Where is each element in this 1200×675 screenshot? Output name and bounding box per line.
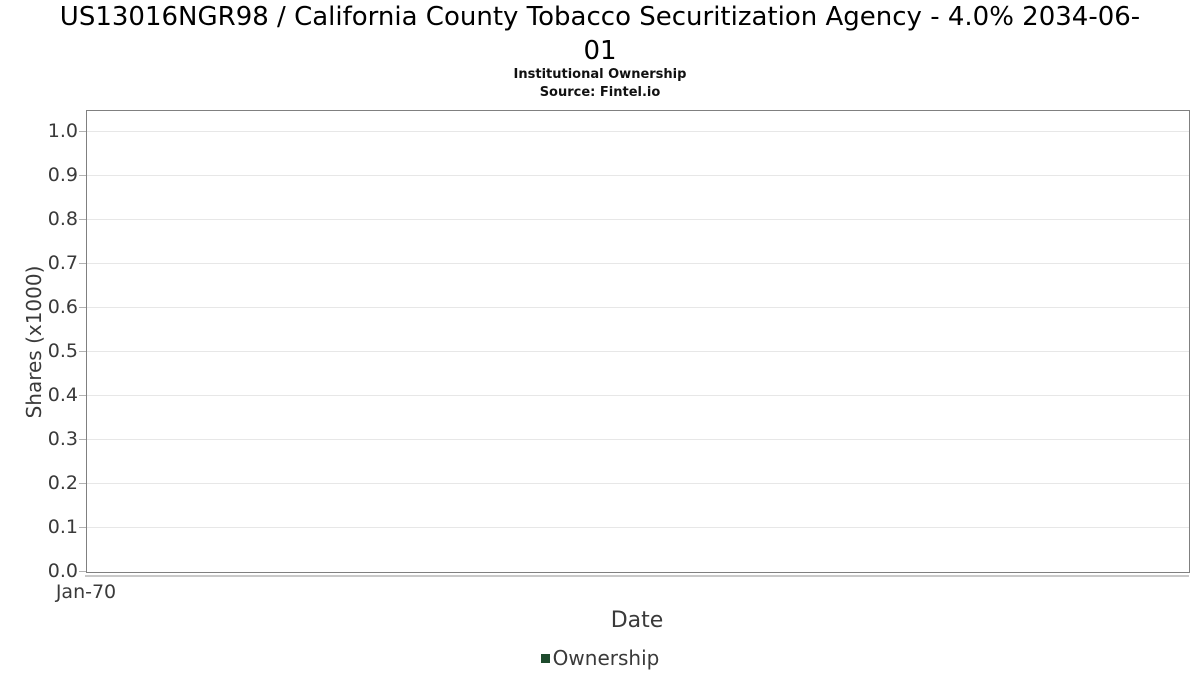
x-axis-line bbox=[85, 575, 1189, 577]
y-tick-mark-0.2 bbox=[79, 483, 86, 484]
y-tick-label-0.6: 0.6 bbox=[47, 296, 78, 318]
y-tick-label-0.4: 0.4 bbox=[47, 384, 78, 406]
y-tick-label-1.0: 1.0 bbox=[47, 120, 78, 142]
gridline-y-0.8 bbox=[87, 219, 1189, 220]
plot-area bbox=[86, 110, 1190, 573]
y-tick-label-0.3: 0.3 bbox=[47, 428, 78, 450]
gridline-y-0.6 bbox=[87, 307, 1189, 308]
y-tick-mark-0.6 bbox=[79, 307, 86, 308]
y-tick-mark-0.3 bbox=[79, 439, 86, 440]
y-tick-mark-0.0 bbox=[79, 571, 86, 572]
y-tick-mark-0.5 bbox=[79, 351, 86, 352]
y-tick-mark-0.1 bbox=[79, 527, 86, 528]
x-axis-title: Date bbox=[610, 608, 664, 633]
y-tick-label-0.5: 0.5 bbox=[47, 340, 78, 362]
chart-source-label: Source: Fintel.io bbox=[539, 85, 661, 100]
y-tick-label-0.2: 0.2 bbox=[47, 472, 78, 494]
chart-title: US13016NGR98 / California County Tobacco… bbox=[59, 2, 1141, 66]
y-tick-label-0.7: 0.7 bbox=[47, 252, 78, 274]
gridline-y-0.4 bbox=[87, 395, 1189, 396]
gridline-y-0.9 bbox=[87, 175, 1189, 176]
x-tick-label: Jan-70 bbox=[55, 581, 117, 603]
gridline-y-0.2 bbox=[87, 483, 1189, 484]
y-tick-mark-0.8 bbox=[79, 219, 86, 220]
y-tick-mark-1.0 bbox=[79, 131, 86, 132]
legend: Ownership bbox=[0, 645, 1200, 671]
y-tick-label-0.8: 0.8 bbox=[47, 208, 78, 230]
gridline-y-0.5 bbox=[87, 351, 1189, 352]
gridline-y-1.0 bbox=[87, 131, 1189, 132]
y-tick-label-0.0: 0.0 bbox=[47, 560, 78, 582]
y-tick-mark-0.4 bbox=[79, 395, 86, 396]
y-tick-label-0.1: 0.1 bbox=[47, 516, 78, 538]
gridline-y-0.3 bbox=[87, 439, 1189, 440]
y-tick-mark-0.9 bbox=[79, 175, 86, 176]
gridline-y-0.7 bbox=[87, 263, 1189, 264]
legend-label-ownership: Ownership bbox=[552, 646, 660, 670]
chart-subtitle: Institutional Ownership bbox=[513, 67, 687, 82]
gridline-y-0.1 bbox=[87, 527, 1189, 528]
y-tick-mark-0.7 bbox=[79, 263, 86, 264]
y-tick-label-0.9: 0.9 bbox=[47, 164, 78, 186]
legend-swatch-ownership bbox=[540, 653, 550, 663]
